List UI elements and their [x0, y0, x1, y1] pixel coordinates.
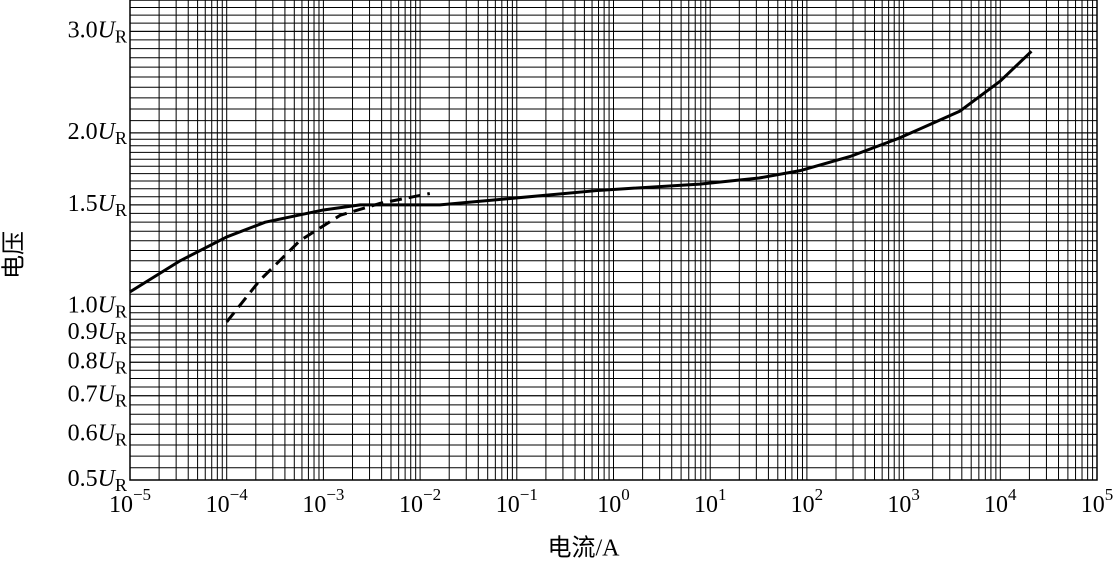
tick-base: 10 — [206, 492, 230, 518]
x-tick-label: 10−4 — [206, 485, 249, 518]
y-tick-label: 0.9UR — [68, 318, 127, 348]
tick-exponent: 4 — [1008, 485, 1017, 504]
x-tick-label: 104 — [984, 485, 1017, 518]
tick-base: 10 — [399, 492, 423, 518]
x-tick-label: 10−2 — [399, 485, 441, 518]
y-tick-label: 1.0UR — [68, 292, 127, 322]
x-tick-label: 100 — [597, 485, 630, 518]
tick-number: 1.0 — [68, 292, 98, 318]
plot-frame — [129, 0, 1098, 481]
tick-exponent: −3 — [326, 485, 344, 504]
tick-unit: U — [98, 420, 117, 446]
y-tick-label: 2.0UR — [68, 118, 127, 148]
tick-exponent: −2 — [423, 485, 441, 504]
tick-unit-sub: R — [115, 391, 127, 411]
x-tick-label: 10−1 — [496, 485, 538, 518]
tick-unit-sub: R — [115, 302, 127, 322]
tick-exponent: 5 — [1105, 485, 1114, 504]
tick-number: 3.0 — [68, 17, 98, 43]
tick-base: 10 — [1081, 492, 1105, 518]
y-tick-label: 0.7UR — [68, 381, 127, 411]
tick-number: 2.0 — [68, 118, 98, 144]
tick-number: 0.9 — [68, 318, 98, 344]
tick-unit: U — [98, 17, 117, 43]
tick-base: 10 — [887, 492, 911, 518]
x-axis-label: 电流/A — [548, 535, 621, 562]
tick-unit: U — [98, 348, 117, 374]
tick-exponent: −1 — [520, 485, 538, 504]
tick-number: 1.5 — [68, 190, 98, 216]
y-tick-label: 3.0UR — [68, 17, 127, 47]
tick-base: 10 — [791, 492, 815, 518]
y-tick-label: 0.5UR — [68, 466, 127, 496]
tick-exponent: 1 — [718, 485, 727, 504]
y-tick-label: 0.8UR — [68, 348, 127, 378]
tick-unit: U — [98, 190, 117, 216]
tick-number: 0.6 — [68, 420, 98, 446]
tick-exponent: −4 — [230, 485, 249, 504]
x-tick-label: 10−3 — [302, 485, 344, 518]
x-tick-label: 10−5 — [109, 485, 151, 518]
tick-unit-sub: R — [115, 357, 127, 377]
y-tick-label: 0.6UR — [68, 420, 127, 450]
tick-unit: U — [98, 318, 117, 344]
x-tick-label: 105 — [1081, 485, 1114, 518]
tick-unit-sub: R — [115, 26, 127, 46]
tick-base: 10 — [496, 492, 520, 518]
tick-exponent: −5 — [133, 485, 151, 504]
tick-base: 10 — [109, 492, 133, 518]
series-line — [225, 192, 431, 323]
tick-base: 10 — [597, 492, 621, 518]
tick-unit-sub: R — [115, 429, 127, 449]
tick-number: 0.7 — [68, 381, 98, 407]
tick-number: 0.8 — [68, 348, 98, 374]
tick-exponent: 3 — [911, 485, 920, 504]
tick-unit: U — [98, 118, 117, 144]
tick-unit: U — [98, 381, 117, 407]
y-tick-label: 1.5UR — [68, 190, 127, 220]
tick-unit-sub: R — [115, 328, 127, 348]
tick-number: 0.5 — [68, 466, 98, 492]
tick-unit-sub: R — [115, 475, 127, 495]
tick-exponent: 0 — [621, 485, 630, 504]
tick-unit-sub: R — [115, 128, 127, 148]
x-tick-label: 103 — [887, 485, 920, 518]
y-axis-label: 电压 — [1, 231, 28, 279]
series-line — [129, 50, 1033, 294]
tick-unit: U — [98, 466, 117, 492]
tick-unit: U — [98, 292, 117, 318]
tick-exponent: 2 — [815, 485, 824, 504]
x-tick-label: 102 — [791, 485, 824, 518]
tick-base: 10 — [302, 492, 326, 518]
tick-unit-sub: R — [115, 200, 127, 220]
tick-base: 10 — [694, 492, 718, 518]
x-tick-label: 101 — [694, 485, 727, 518]
tick-base: 10 — [984, 492, 1008, 518]
